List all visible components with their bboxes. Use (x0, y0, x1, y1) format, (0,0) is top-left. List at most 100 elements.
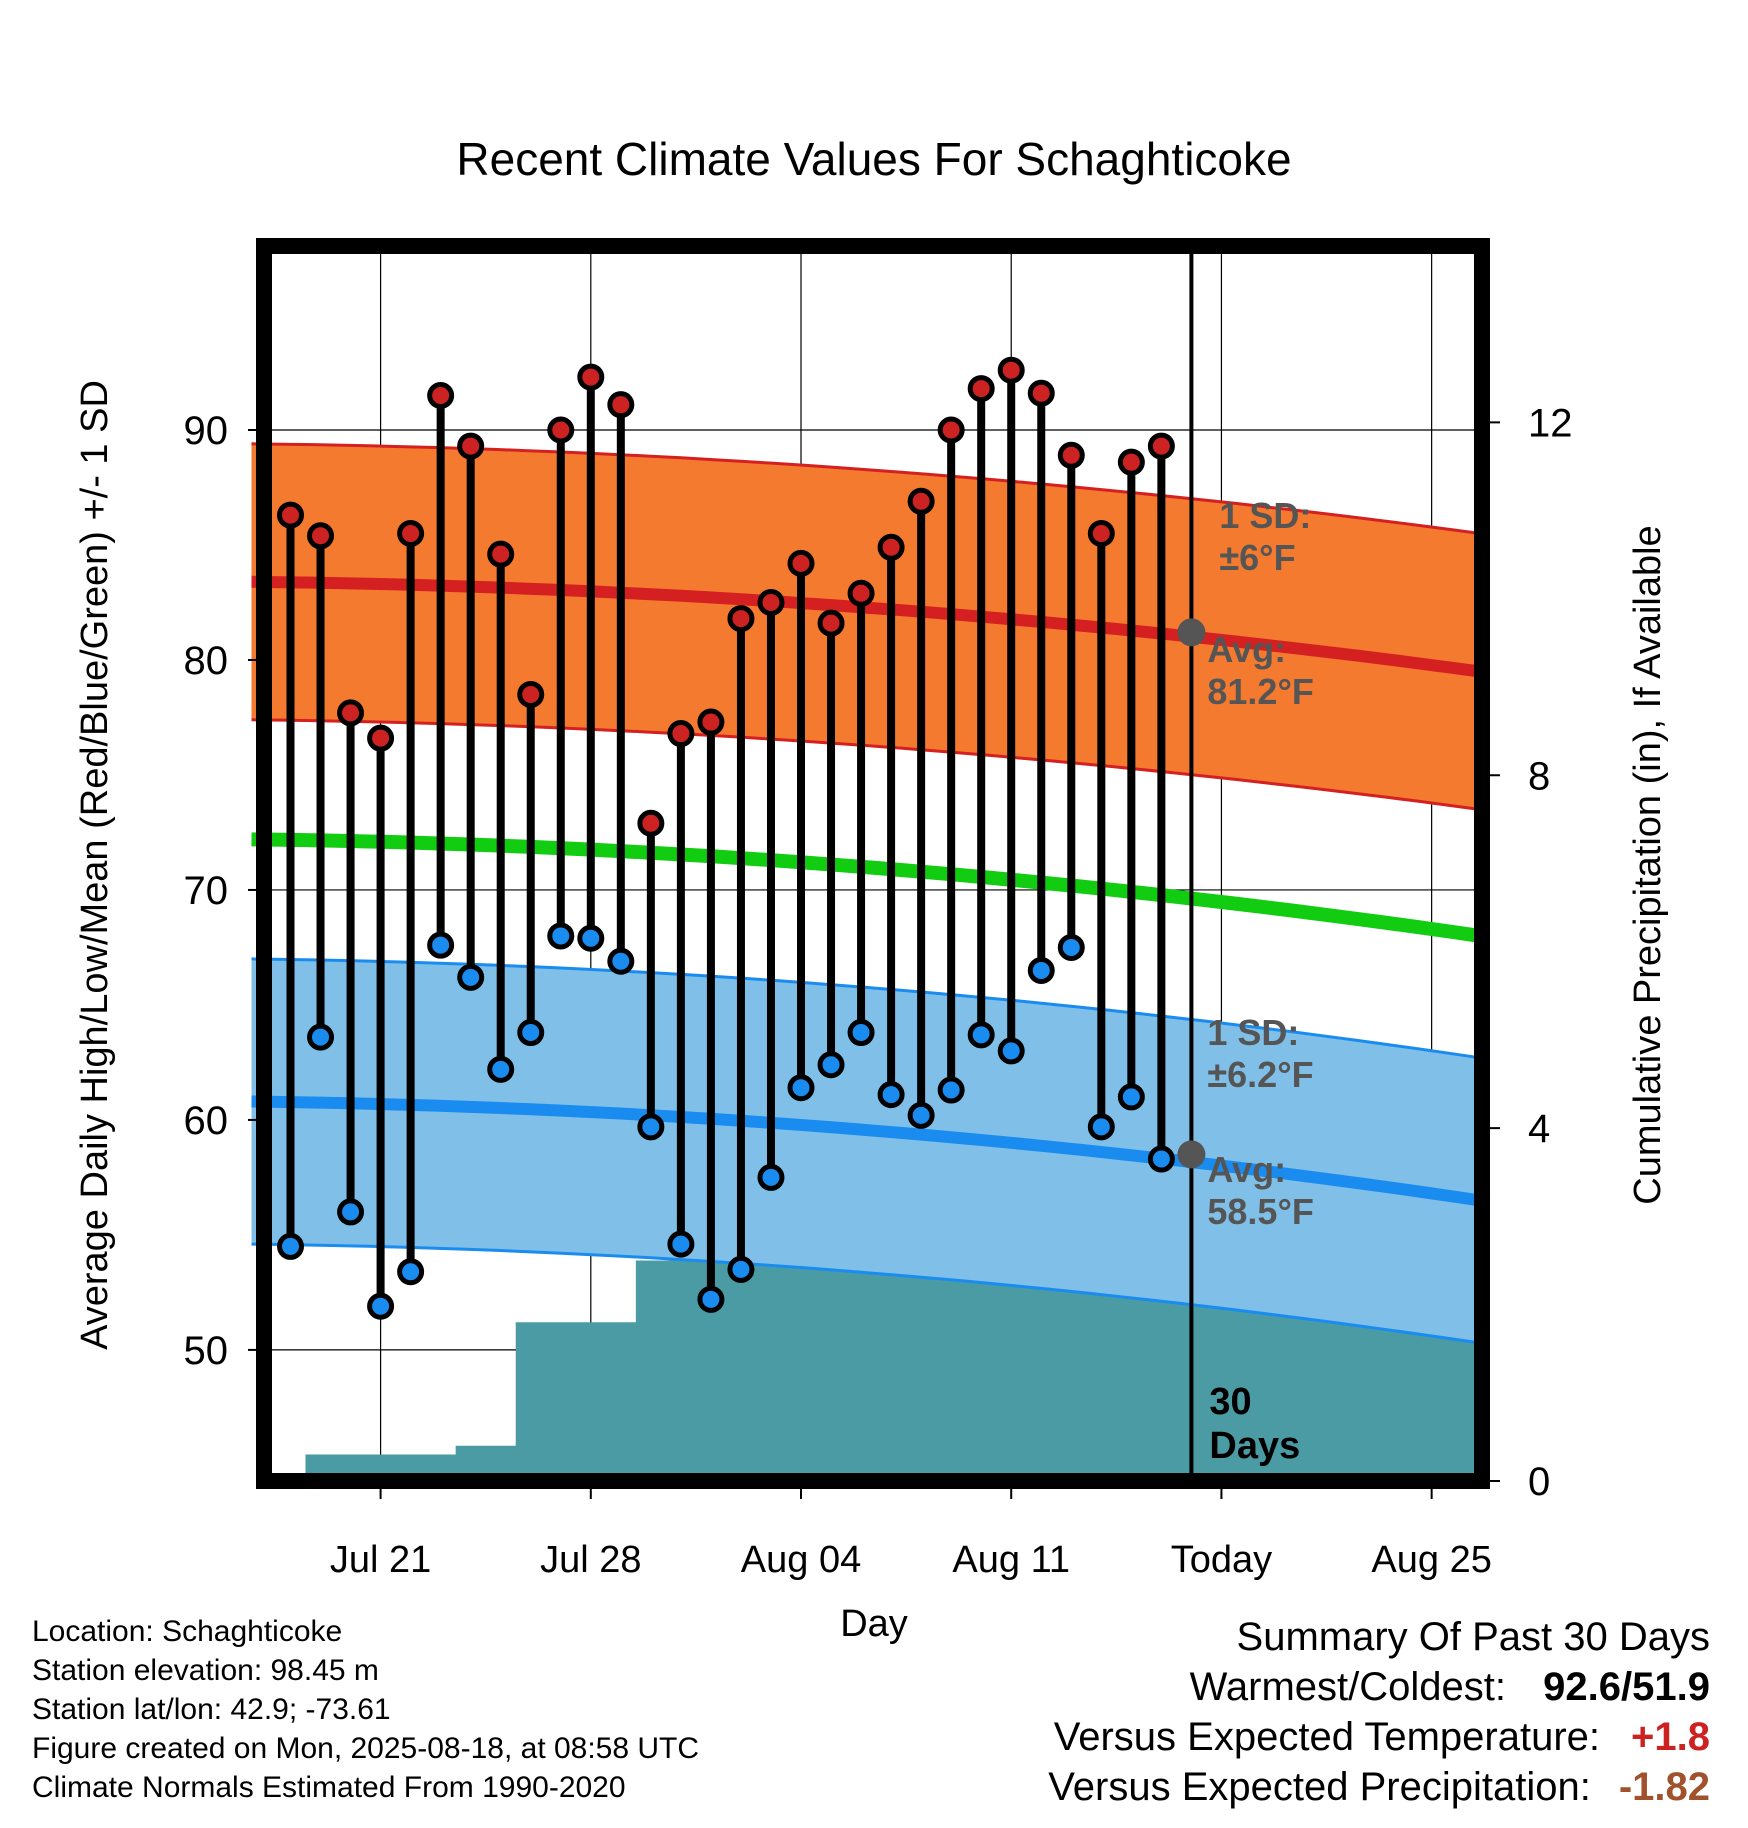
daily-low-point (1117, 1083, 1145, 1111)
today-high-avg-marker (1177, 618, 1206, 647)
daily-low-point (277, 1232, 304, 1260)
created-text: Figure created on Mon, 2025-08-18, at 08… (32, 1732, 700, 1765)
y-tick-label-70: 70 (184, 869, 229, 913)
daily-low-point (397, 1258, 425, 1286)
daily-high-point (277, 501, 304, 529)
high-sd-annotation: 1 SD: ±6°F (1219, 495, 1311, 578)
daily-low-point (337, 1198, 365, 1226)
daily-high-point (1057, 441, 1085, 469)
daily-high-point (607, 391, 635, 419)
daily-high-point (487, 540, 515, 568)
daily-low-point (637, 1113, 665, 1141)
daily-high-point (1147, 432, 1175, 460)
daily-high-point (757, 588, 785, 616)
daily-low-point (1147, 1145, 1175, 1173)
plot-area: 1 SD: ±6°F Avg: 81.2°F 1 SD: ±6.2°F Avg: 58.5°F… (184, 238, 1573, 1581)
daily-low-point (697, 1285, 725, 1313)
y2-axis-label: Cumulative Precipitation (in), If Availa… (1627, 525, 1669, 1204)
summary-panel: Summary Of Past 30 Days Warmest/Coldest:… (1048, 1612, 1710, 1812)
y-tick-label-90: 90 (184, 409, 229, 453)
daily-low-point (457, 963, 485, 991)
daily-high-point (1027, 379, 1055, 407)
x-tick-label-4: Today (1171, 1539, 1272, 1581)
period-annotation: 30 Days (1209, 1381, 1300, 1467)
daily-high-point (967, 375, 995, 403)
summary-warmest-row: Warmest/Coldest: 92.6/51.9 (1048, 1662, 1710, 1712)
low-avg-annotation: Avg: 58.5°F (1207, 1149, 1313, 1232)
daily-high-point (667, 720, 695, 748)
normal-low-line (251, 1095, 1481, 1207)
daily-high-point (397, 519, 425, 547)
daily-high-point (637, 809, 665, 837)
summary-precip-row: Versus Expected Precipitation: -1.82 (1048, 1762, 1710, 1812)
x-tick-label-3: Aug 11 (952, 1539, 1070, 1581)
normal-high-line (251, 575, 1481, 678)
precip-label: Versus Expected Precipitation: (1048, 1765, 1591, 1809)
daily-low-point (547, 922, 575, 950)
y2-tick-label-4: 4 (1528, 1107, 1550, 1151)
y-tick-label-50: 50 (184, 1329, 229, 1373)
y-axis-label: Average Daily High/Low/Mean (Red/Blue/Gr… (74, 380, 116, 1350)
daily-high-point (907, 487, 935, 515)
precip-area (264, 1260, 1480, 1481)
daily-high-point (577, 363, 605, 391)
today-low-avg-marker (1177, 1140, 1206, 1169)
plot-frame (256, 238, 1490, 1489)
daily-low-point (907, 1101, 935, 1129)
daily-high-point (337, 699, 365, 727)
daily-high-point (307, 522, 335, 550)
daily-high-point (547, 416, 575, 444)
daily-high-point (937, 416, 965, 444)
daily-high-point (697, 708, 725, 736)
daily-low-point (877, 1081, 905, 1109)
x-tick-label-5: Aug 25 (1371, 1539, 1491, 1581)
daily-low-point (1057, 933, 1085, 961)
low-band-upper-edge (251, 957, 1481, 1060)
low-sd-annotation: 1 SD: ±6.2°F (1207, 1012, 1313, 1095)
summary-temp-row: Versus Expected Temperature: +1.8 (1048, 1712, 1710, 1762)
daily-low-point (577, 924, 605, 952)
elevation-text: Station elevation: 98.45 m (32, 1654, 379, 1687)
daily-low-point (367, 1292, 395, 1320)
daily-high-point (1117, 448, 1145, 476)
daily-high-point (367, 724, 395, 752)
daily-low-point (307, 1023, 335, 1051)
y-tick-label-80: 80 (184, 639, 229, 683)
y2-tick-label-8: 8 (1528, 754, 1550, 798)
x-tick-label-2: Aug 04 (741, 1539, 861, 1581)
summary-heading: Summary Of Past 30 Days (1236, 1615, 1710, 1659)
y2-tick-label-0: 0 (1528, 1460, 1550, 1504)
normals-text: Climate Normals Estimated From 1990-2020 (32, 1771, 626, 1804)
warmest-label: Warmest/Coldest: (1189, 1665, 1506, 1709)
daily-high-point (727, 605, 755, 633)
low-sd-band (251, 958, 1480, 1343)
high-band-upper-edge (251, 442, 1481, 535)
daily-low-point (667, 1230, 695, 1258)
temp-label: Versus Expected Temperature: (1053, 1715, 1600, 1759)
daily-high-point (457, 432, 485, 460)
station-info: Location: Schaghticoke Station elevation… (32, 1612, 699, 1807)
daily-low-point (787, 1074, 815, 1102)
daily-high-point (787, 549, 815, 577)
temp-value: +1.8 (1631, 1715, 1710, 1759)
location-text: Location: Schaghticoke (32, 1615, 343, 1648)
daily-low-point (1087, 1113, 1115, 1141)
daily-high-point (847, 579, 875, 607)
daily-low-point (1027, 956, 1055, 984)
daily-low-point (937, 1076, 965, 1104)
y-tick-label-60: 60 (184, 1099, 229, 1143)
daily-low-point (607, 947, 635, 975)
y2-tick-label-12: 12 (1528, 401, 1573, 445)
daily-low-point (817, 1051, 845, 1079)
daily-low-point (427, 931, 455, 959)
chart-title: Recent Climate Values For Schaghticoke (456, 133, 1291, 185)
daily-high-point (877, 533, 905, 561)
daily-low-point (967, 1021, 995, 1049)
daily-high-point (427, 381, 455, 409)
daily-low-point (847, 1019, 875, 1047)
daily-low-point (727, 1255, 755, 1283)
x-axis-label: Day (840, 1603, 908, 1645)
daily-low-point (487, 1055, 515, 1083)
daily-low-point (517, 1019, 545, 1047)
